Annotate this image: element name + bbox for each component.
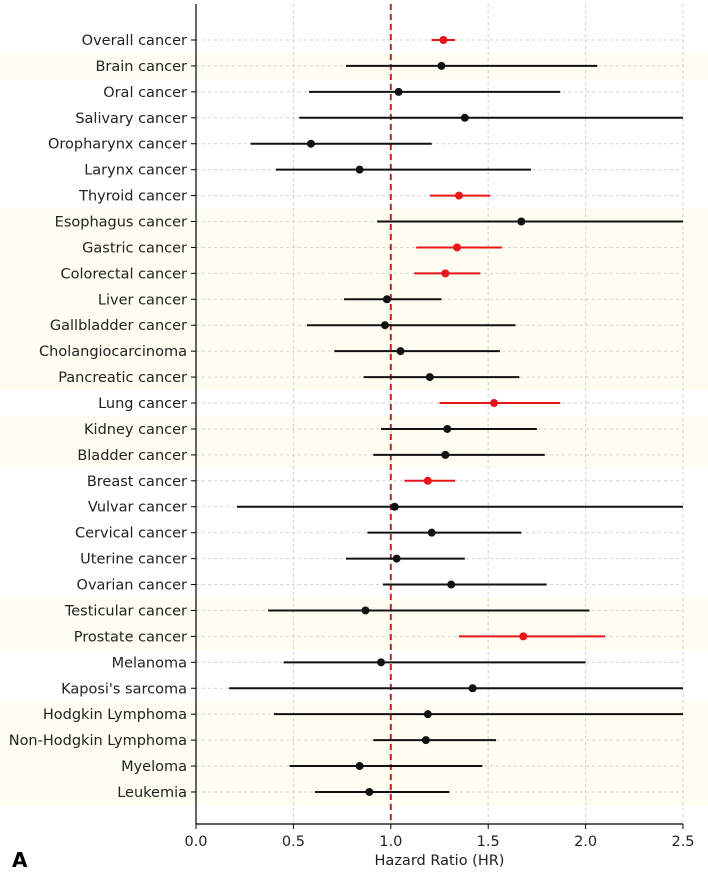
row-label: Bladder cancer [77,448,187,464]
hr-point [447,580,456,589]
hr-point [437,61,446,70]
row-label: Colorectal cancer [60,266,187,282]
row-label: Hodgkin Lymphoma [43,707,187,723]
hr-point [439,36,448,44]
hr-point [382,295,391,304]
hr-point [394,87,403,96]
hr-point [519,632,528,641]
row-label: Salivary cancer [75,111,187,127]
row-label: Overall cancer [82,33,187,49]
hr-point [365,787,374,796]
hr-point [427,528,436,537]
row-label: Oropharynx cancer [48,137,187,153]
row-label: Myeloma [121,759,187,775]
row-label: Liver cancer [98,292,187,308]
hr-point [453,243,462,252]
hr-point [355,762,364,771]
row-label: Oral cancer [103,85,187,101]
x-axis-title: Hazard Ratio (HR) [375,853,505,869]
hr-point [490,399,499,408]
x-tick-label: 0.5 [282,834,305,850]
row-label: Kidney cancer [84,422,187,438]
hr-point [421,736,430,745]
row-label: Leukemia [117,785,187,801]
hr-point [361,606,370,615]
row-label: Pancreatic cancer [58,370,187,386]
hr-point [425,373,434,382]
hr-point [423,710,432,719]
hr-point [306,139,315,148]
row-label: Uterine cancer [80,552,187,568]
hr-point [377,658,386,667]
hr-point [454,191,463,200]
row-label: Ovarian cancer [77,578,187,594]
hr-point [380,321,389,330]
hr-point [396,347,405,356]
row-label: Vulvar cancer [88,500,187,516]
x-tick-label: 2.0 [574,834,597,850]
hr-point [423,476,432,485]
row-label: Breast cancer [87,474,187,490]
row-label: Gastric cancer [82,240,187,256]
hr-point [517,217,526,226]
x-tick-label: 1.5 [477,834,500,850]
row-label: Lung cancer [98,396,187,412]
row-label: Kaposi's sarcoma [61,681,187,697]
hr-point [392,554,401,563]
row-label: Melanoma [112,655,187,671]
x-tick-label: 2.5 [671,834,694,850]
row-label: Cervical cancer [75,526,187,542]
row-label: Thyroid cancer [78,189,187,205]
hr-point [441,269,450,278]
hr-point [390,502,399,511]
row-label: Non-Hodgkin Lymphoma [9,733,187,749]
hr-point [460,113,469,122]
panel-label: A [12,848,28,872]
row-label: Esophagus cancer [55,215,187,231]
row-label: Brain cancer [95,59,187,75]
row-label: Prostate cancer [74,629,187,645]
x-tick-label: 1.0 [379,834,402,850]
hr-point [443,424,452,433]
hr-point [355,165,364,174]
hr-point [441,450,450,459]
row-label: Cholangiocarcinoma [39,344,187,360]
hr-point [468,684,477,693]
x-tick-label: 0.0 [184,834,207,850]
row-label: Larynx cancer [84,163,187,179]
row-label: Testicular cancer [64,603,187,619]
row-label: Gallbladder cancer [50,318,187,334]
